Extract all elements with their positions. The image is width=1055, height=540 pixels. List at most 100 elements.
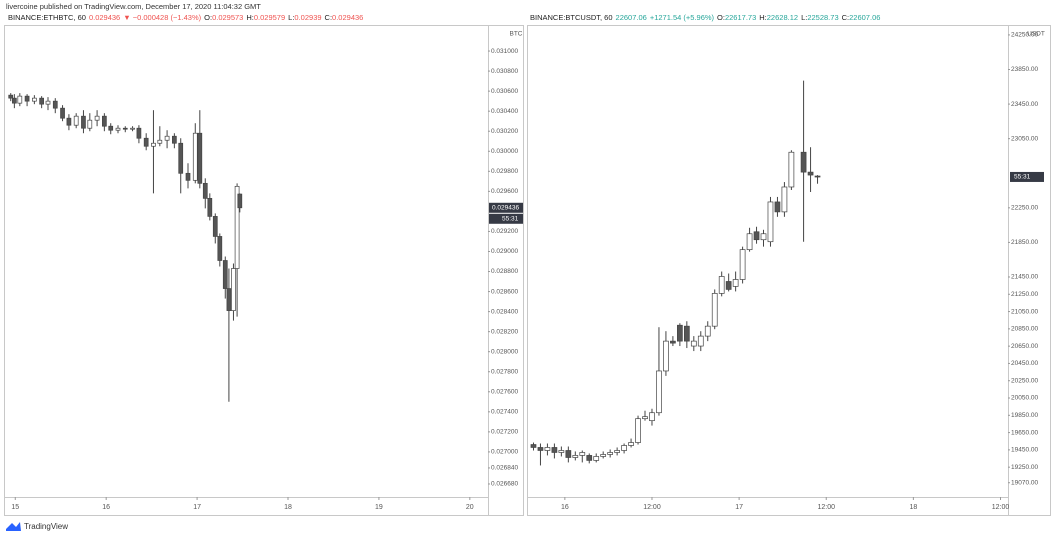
candle-body xyxy=(807,171,814,176)
candle-body xyxy=(202,182,208,199)
legend-last: 0.029436 xyxy=(88,13,121,22)
candle-body xyxy=(231,268,236,311)
candle-body xyxy=(226,288,232,311)
price-tag xyxy=(1010,171,1044,182)
x-tick-label: 16 xyxy=(102,504,110,511)
panel-border xyxy=(4,25,524,516)
y-tick-label: 24250.00 xyxy=(1011,32,1038,39)
candle-body xyxy=(130,127,135,130)
candle-body xyxy=(136,127,142,139)
candle-body xyxy=(551,447,558,453)
legend-symbol: BINANCE:BTCUSDT, 60 xyxy=(530,13,613,22)
legend-change: +1271.54 (+5.96%) xyxy=(649,13,715,22)
candle-body xyxy=(600,454,607,457)
candle-body xyxy=(683,325,690,342)
legend-ohlc-value: 22607.06 xyxy=(849,13,881,22)
legend-symbol: BINANCE:ETHBTC, 60 xyxy=(8,13,86,22)
y-tick-label: 0.030000 xyxy=(491,148,518,155)
candle-body xyxy=(628,442,634,446)
candle-body xyxy=(60,107,65,119)
legend-ohlc-label: L: xyxy=(801,13,808,22)
y-tick-label: 0.027400 xyxy=(491,409,518,416)
candle-body xyxy=(774,201,781,213)
x-tick-label: 17 xyxy=(193,504,201,511)
candle-body xyxy=(157,139,163,144)
y-tick-label: 19450.00 xyxy=(1011,447,1038,454)
candle-body xyxy=(17,95,23,104)
y-tick-label: 0.027000 xyxy=(491,449,518,456)
legend-ohlc-label: L: xyxy=(288,13,295,22)
candle-body xyxy=(122,127,128,130)
y-tick-label: 19070.00 xyxy=(1011,479,1038,486)
y-tick-label: 23850.00 xyxy=(1011,66,1038,73)
y-tick-label: 22250.00 xyxy=(1011,205,1038,212)
countdown-label: 55:31 xyxy=(502,216,519,223)
candle-body xyxy=(94,115,100,121)
candle-body xyxy=(781,186,788,213)
legend-ohlc-label: O: xyxy=(717,13,725,22)
countdown-tag xyxy=(489,213,523,224)
candle-body xyxy=(586,455,593,461)
legend-ohlc-value: 0.029579 xyxy=(253,13,286,22)
candle-body xyxy=(614,450,620,453)
candle-body xyxy=(87,119,93,129)
candle-body xyxy=(73,115,79,126)
candle-body xyxy=(12,97,17,104)
y-tick-label: 0.028600 xyxy=(491,288,518,295)
candle-body xyxy=(32,97,37,102)
x-tick-label: 18 xyxy=(284,504,292,511)
y-tick-label: 21450.00 xyxy=(1011,274,1038,281)
y-tick-label: 0.031000 xyxy=(491,48,518,55)
candle-body xyxy=(670,340,676,344)
candle-body xyxy=(767,201,774,243)
y-tick-label: 0.026680 xyxy=(491,481,518,488)
legend-ohlc-value: 22528.73 xyxy=(807,13,839,22)
candle-body xyxy=(217,236,223,261)
y-tick-label: 0.030800 xyxy=(491,68,518,75)
y-tick-label: 0.028000 xyxy=(491,348,518,355)
legend-last: 22607.06 xyxy=(615,13,647,22)
y-tick-label: 0.030200 xyxy=(491,128,518,135)
candle-body xyxy=(234,185,240,269)
candle-body xyxy=(579,452,586,456)
candle-body xyxy=(237,193,243,209)
candle-body xyxy=(788,151,795,188)
candle-body xyxy=(725,281,732,290)
tradingview-logo: TradingView xyxy=(6,522,68,531)
candle-body xyxy=(572,455,579,458)
y-tick-label: 0.028200 xyxy=(491,328,518,335)
y-tick-label: 20450.00 xyxy=(1011,360,1038,367)
candle-body xyxy=(593,456,600,461)
x-tick-label: 18 xyxy=(909,504,917,511)
candle-body xyxy=(607,452,614,455)
candle-body xyxy=(739,249,746,280)
candle-body xyxy=(197,132,203,184)
legend-ohlc-label: O: xyxy=(204,13,213,22)
y-tick-label: 21050.00 xyxy=(1011,308,1038,315)
y-tick-label: 0.027800 xyxy=(491,368,518,375)
y-tick-label: 20850.00 xyxy=(1011,326,1038,333)
y-tick-label: 0.030600 xyxy=(491,88,518,95)
legend-ohlc-value: 22617.73 xyxy=(724,13,757,22)
candle-body xyxy=(207,198,213,217)
candle-body xyxy=(24,95,30,102)
y-tick-label: 0.028800 xyxy=(491,268,518,275)
y-tick-label: 0.029800 xyxy=(491,168,518,175)
candle-body xyxy=(178,142,184,174)
candle-body xyxy=(690,340,697,347)
x-tick-label: 12:00 xyxy=(992,504,1010,511)
x-tick-label: 19 xyxy=(375,504,383,511)
y-tick-label: 20050.00 xyxy=(1011,395,1038,402)
legend-ohlc-value: 0.029436 xyxy=(332,13,364,22)
y-tick-label: 23050.00 xyxy=(1011,135,1038,142)
legend-ohlc-label: H: xyxy=(246,13,254,22)
candle-body xyxy=(151,142,156,147)
y-tick-label: 21250.00 xyxy=(1011,291,1038,298)
candle-body xyxy=(172,135,177,144)
legend: BINANCE:BTCUSDT, 60 22607.06 +1271.54 (+5.… xyxy=(530,13,880,22)
candle-body xyxy=(649,412,655,422)
candle-body xyxy=(565,450,572,458)
y-tick-label: 0.030400 xyxy=(491,108,518,115)
